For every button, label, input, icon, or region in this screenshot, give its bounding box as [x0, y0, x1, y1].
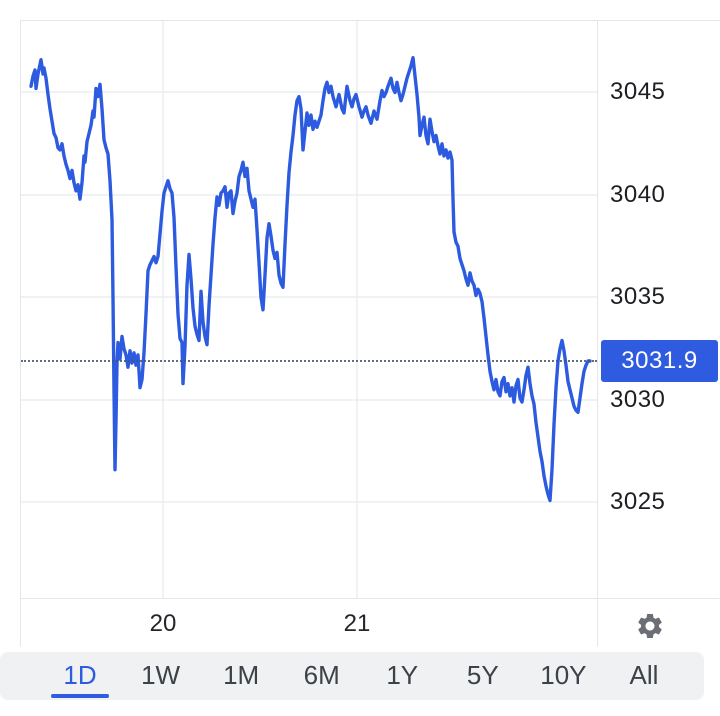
tab-1m-label: 1M	[223, 660, 260, 690]
last-price-dotted-line	[21, 360, 597, 363]
tab-1y[interactable]: 1Y	[370, 652, 434, 700]
tab-all[interactable]: All	[612, 652, 676, 700]
tab-1d-label: 1D	[63, 660, 97, 690]
tab-all-label: All	[629, 660, 659, 690]
tab-1m[interactable]: 1M	[209, 652, 273, 700]
vertical-gridlines	[162, 21, 358, 598]
active-tab-underline	[51, 694, 109, 698]
plot-frame	[20, 20, 720, 647]
y-axis-tick-3035: 3035	[610, 283, 666, 310]
y-axis-tick-3025: 3025	[610, 488, 666, 515]
y-axis-tick-3040: 3040	[610, 181, 666, 208]
tab-10y-label: 10Y	[540, 660, 587, 690]
last-price-badge: 3031.9	[601, 340, 718, 383]
x-axis-tick-21: 21	[343, 610, 371, 637]
price-line-series	[29, 56, 592, 503]
range-tab-bar: 1D 1W 1M 6M 1Y 5Y 10Y All	[0, 652, 704, 700]
tab-1w-label: 1W	[141, 660, 181, 690]
tab-5y-label: 5Y	[466, 660, 499, 690]
tab-1w[interactable]: 1W	[129, 652, 193, 700]
tab-6m-label: 6M	[303, 660, 340, 690]
settings-button[interactable]	[634, 610, 666, 642]
y-axis-tick-3030: 3030	[610, 386, 666, 413]
y-axis-tick-3045: 3045	[610, 78, 666, 105]
tab-1d[interactable]: 1D	[48, 652, 112, 700]
tab-5y[interactable]: 5Y	[451, 652, 515, 700]
tab-6m[interactable]: 6M	[290, 652, 354, 700]
tab-1y-label: 1Y	[386, 660, 419, 690]
tab-10y[interactable]: 10Y	[531, 652, 595, 700]
horizontal-gridlines	[21, 91, 597, 503]
gear-icon	[638, 614, 662, 638]
x-axis-tick-20: 20	[149, 610, 177, 637]
